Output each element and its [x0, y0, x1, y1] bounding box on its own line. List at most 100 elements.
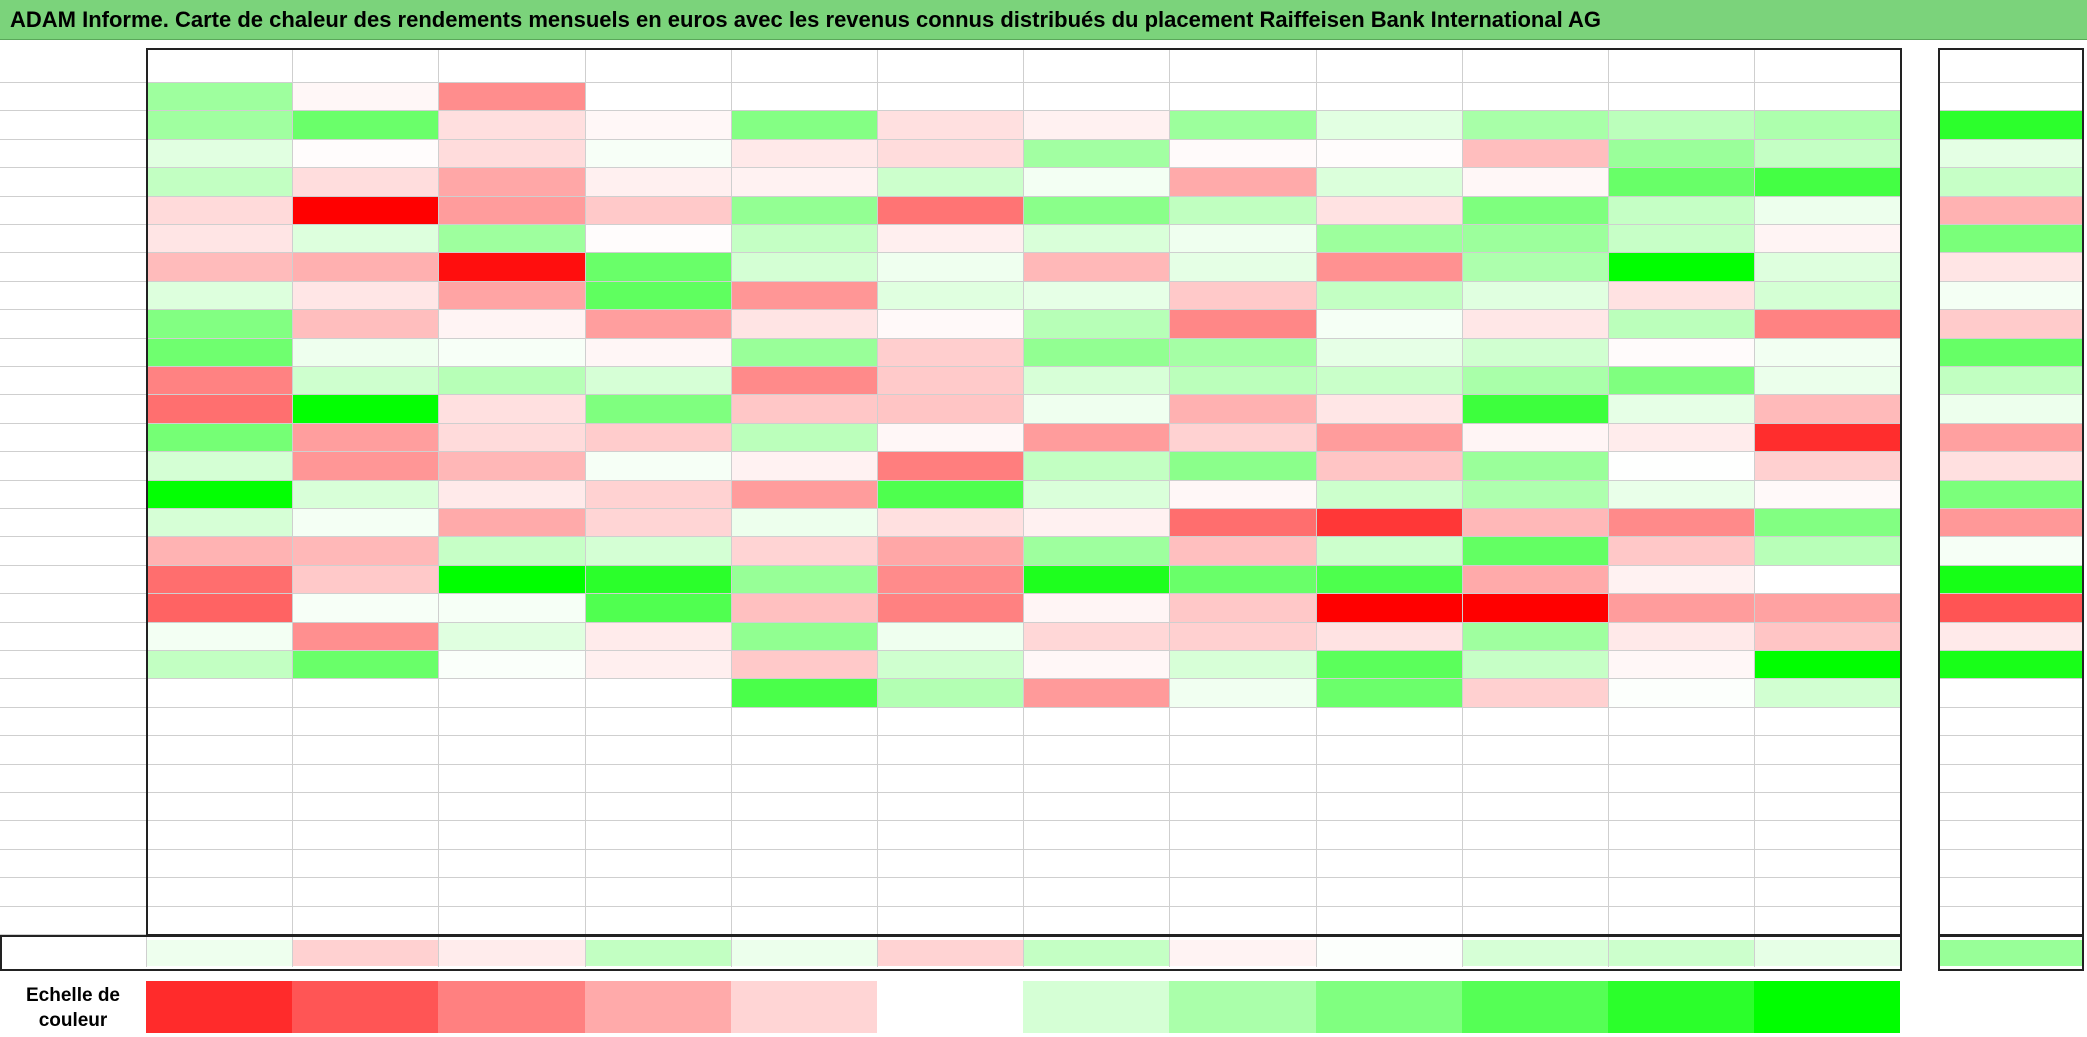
heat-cell [1463, 140, 1608, 167]
heat-cell [1755, 310, 1900, 338]
average-cell [732, 940, 877, 966]
heat-cell [293, 623, 438, 650]
grid-line [0, 678, 1900, 679]
year-header [1938, 48, 2084, 80]
year-label [0, 82, 146, 110]
scale-swatch [1754, 981, 1900, 1033]
heat-cell [1755, 197, 1900, 224]
heat-cell [147, 395, 292, 423]
heat-cell [1317, 594, 1462, 622]
heat-cell [439, 424, 585, 451]
year-label [0, 877, 146, 906]
annual-cell [1939, 197, 2083, 224]
heat-cell [1755, 566, 1900, 593]
scale-swatch [1608, 981, 1754, 1033]
heat-cell [147, 424, 292, 451]
annual-cell [1939, 367, 2083, 394]
grid-line [0, 906, 1900, 907]
heat-cell [732, 537, 877, 565]
heat-cell [1024, 566, 1169, 593]
annual-cell [1939, 594, 2083, 622]
annual-cell [1939, 168, 2083, 196]
grid-line [0, 622, 1900, 623]
heat-cell [1463, 452, 1608, 480]
heat-cell [878, 253, 1023, 281]
year-label [0, 764, 146, 792]
annual-cell [1939, 339, 2083, 366]
heat-cell [293, 140, 438, 167]
heat-cell [1609, 253, 1754, 281]
heat-cell [1463, 537, 1608, 565]
grid-line [438, 48, 439, 967]
month-header [1169, 48, 1316, 80]
average-cell [439, 940, 585, 966]
heat-cell [439, 111, 585, 139]
scale-swatch [146, 981, 292, 1033]
grid-line [0, 735, 1900, 736]
heat-cell [1317, 623, 1462, 650]
heat-cell [1317, 282, 1462, 309]
heat-cell [1024, 197, 1169, 224]
heat-cell [1317, 481, 1462, 508]
heat-cell [1609, 509, 1754, 536]
heat-cell [1755, 594, 1900, 622]
grid-line [1938, 593, 2084, 594]
heat-cell [439, 452, 585, 480]
heat-cell [1609, 339, 1754, 366]
grid-line [1938, 167, 2084, 168]
heat-cell [878, 310, 1023, 338]
heat-cell [147, 367, 292, 394]
year-label [0, 167, 146, 196]
heat-cell [293, 168, 438, 196]
heat-cell [1609, 537, 1754, 565]
heat-cell [1463, 424, 1608, 451]
heat-cell [1317, 509, 1462, 536]
heat-cell [293, 566, 438, 593]
heat-cell [1755, 679, 1900, 707]
heat-cell [293, 367, 438, 394]
grid-line [1938, 849, 2084, 850]
month-header [1023, 48, 1169, 80]
grid-line [1938, 877, 2084, 878]
heat-cell [1755, 140, 1900, 167]
heat-cell [586, 537, 731, 565]
heat-cell [1024, 225, 1169, 252]
heat-cell [1609, 111, 1754, 139]
heat-cell [586, 197, 731, 224]
heat-cell [439, 395, 585, 423]
grid-line [0, 707, 1900, 708]
heat-cell [732, 623, 877, 650]
chart-title: ADAM Informe. Carte de chaleur des rende… [10, 7, 1601, 32]
heat-cell [1317, 367, 1462, 394]
heat-cell [586, 481, 731, 508]
heat-cell [1609, 481, 1754, 508]
heat-cell [293, 310, 438, 338]
month-header [585, 48, 731, 80]
grid-line [0, 139, 1900, 140]
heat-cell [1609, 651, 1754, 678]
heat-cell [1609, 225, 1754, 252]
heat-cell [1170, 168, 1316, 196]
heat-cell [878, 225, 1023, 252]
heat-cell [1463, 509, 1608, 536]
average-cell [1755, 940, 1900, 966]
month-header [292, 48, 438, 80]
heat-cell [439, 140, 585, 167]
annual-cell [1939, 395, 2083, 423]
heat-cell [1170, 395, 1316, 423]
heat-cell [1755, 111, 1900, 139]
heat-cell [732, 339, 877, 366]
heat-cell [878, 282, 1023, 309]
grid-line [1608, 48, 1609, 967]
heat-cell [1463, 481, 1608, 508]
heat-cell [878, 140, 1023, 167]
heat-cell [1024, 310, 1169, 338]
average-cell [878, 940, 1023, 966]
year-label [0, 394, 146, 423]
heat-cell [1024, 140, 1169, 167]
grid-line [1938, 536, 2084, 537]
heat-cell [1463, 594, 1608, 622]
heat-cell [1170, 339, 1316, 366]
heat-cell [439, 651, 585, 678]
heat-cell [1755, 282, 1900, 309]
